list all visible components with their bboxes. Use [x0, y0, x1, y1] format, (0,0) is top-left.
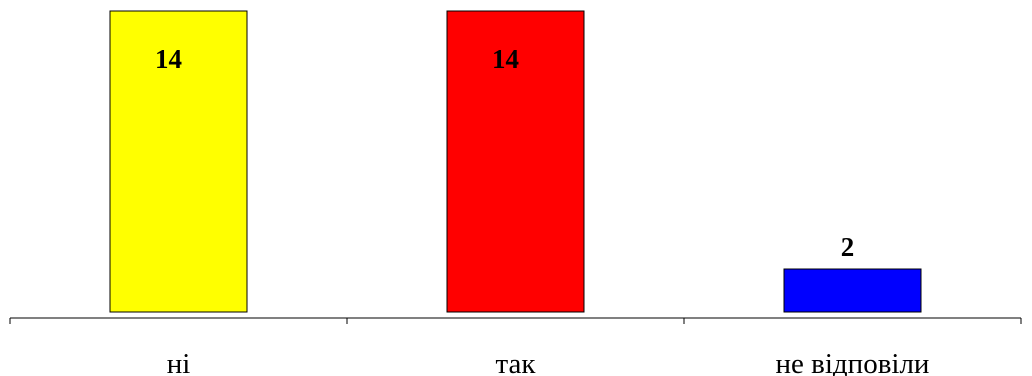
category-label-3: не відповіли [776, 348, 930, 376]
bar-3 [783, 268, 922, 313]
data-label-3: 2 [841, 232, 855, 262]
category-labels-group: ні так не відповіли [167, 348, 930, 376]
bar-1 [109, 10, 248, 313]
data-label-2: 14 [492, 44, 519, 74]
x-axis-ticks [9, 318, 1022, 324]
data-labels-group: 14 14 2 [155, 44, 854, 262]
data-label-1: 14 [155, 44, 182, 74]
category-label-1: ні [167, 348, 191, 376]
bar-2 [446, 10, 585, 313]
bars-group [109, 10, 922, 313]
category-label-2: так [496, 348, 537, 376]
